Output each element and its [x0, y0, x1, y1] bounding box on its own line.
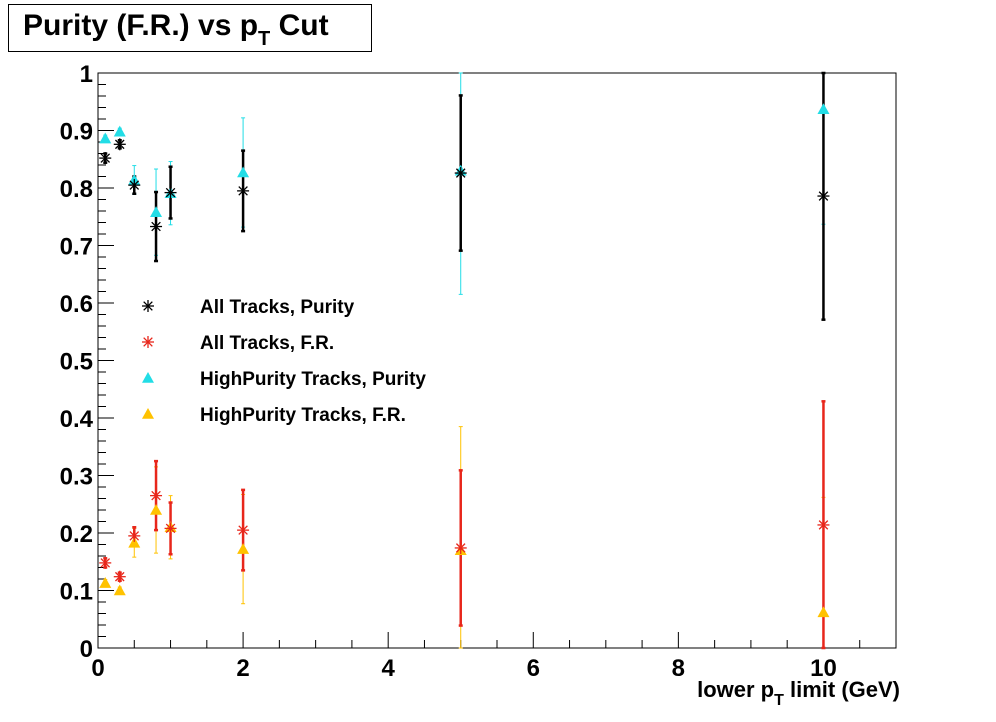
- x-tick-label: 2: [236, 655, 249, 682]
- data-point-star: [113, 570, 126, 583]
- data-point-star: [150, 220, 163, 233]
- x-tick-label: 8: [672, 655, 685, 682]
- axes: 00.10.20.30.40.50.60.70.80.910 2 4 6 8 10: [60, 61, 897, 682]
- data-point-star: [150, 489, 163, 502]
- y-tick-label: 0.7: [60, 234, 93, 261]
- data-point-star: [99, 152, 112, 165]
- title-suffix: Cut: [270, 9, 329, 42]
- data-point-triangle: [150, 504, 163, 515]
- plot-frame: [97, 72, 897, 649]
- data-point-star: [817, 518, 830, 531]
- data-point-star: [99, 556, 112, 569]
- legend-marker-triangle: [142, 372, 154, 383]
- data-point-triangle: [237, 543, 250, 554]
- y-tick-label: 0.3: [60, 464, 93, 491]
- data-point-triangle: [150, 206, 163, 217]
- legend-label: HighPurity Tracks, F.R.: [200, 405, 406, 426]
- y-tick-label: 0.9: [60, 119, 93, 146]
- data-point-triangle: [113, 125, 126, 137]
- data-point-star: [128, 529, 141, 542]
- data-markers: [99, 103, 830, 618]
- chart-title: Purity (F.R.) vs pT Cut: [23, 9, 329, 51]
- data-point-star: [128, 179, 141, 192]
- data-point-star: [237, 184, 250, 197]
- legend-marker-star: [142, 336, 154, 348]
- data-point-triangle: [237, 166, 250, 178]
- x-tick-label: 4: [382, 655, 396, 682]
- data-point-triangle: [99, 577, 112, 588]
- data-point-star: [237, 524, 250, 537]
- legend-label: HighPurity Tracks, Purity: [200, 369, 426, 390]
- title-box: Purity (F.R.) vs pT Cut: [8, 4, 372, 52]
- data-point-star: [113, 138, 126, 151]
- data-point-triangle: [113, 584, 126, 596]
- title-main: Purity (F.R.) vs p: [23, 9, 259, 42]
- legend-label: All Tracks, F.R.: [200, 333, 334, 354]
- x-tick-label: 0: [91, 655, 104, 682]
- data-point-star: [817, 190, 830, 203]
- data-point-triangle: [817, 103, 830, 115]
- x-tick-label: 10: [810, 655, 837, 682]
- legend-label: All Tracks, Purity: [200, 297, 355, 318]
- data-point-star: [164, 522, 177, 535]
- y-tick-label: 1: [80, 61, 93, 88]
- data-point-triangle: [128, 536, 141, 548]
- x-axis-label: lower pT limit (GeV): [697, 677, 900, 709]
- x-tick-label: 6: [527, 655, 540, 682]
- y-tick-label: 0.8: [60, 176, 93, 203]
- data-point-triangle: [99, 132, 112, 144]
- error-bars: [103, 71, 826, 650]
- y-tick-label: 0.2: [60, 521, 93, 548]
- data-point-star: [164, 186, 177, 199]
- y-tick-label: 0.4: [60, 406, 94, 433]
- legend: All Tracks, Purity All Tracks, F.R. HighPu…: [142, 297, 426, 426]
- y-tick-label: 0.5: [60, 349, 93, 376]
- legend-marker-star: [142, 300, 154, 312]
- y-tick-label: 0.6: [60, 291, 93, 318]
- data-point-triangle: [817, 606, 830, 618]
- y-tick-label: 0.1: [60, 579, 93, 606]
- title-subscript: T: [258, 28, 271, 50]
- y-tick-label: 0: [80, 636, 93, 663]
- legend-marker-triangle: [142, 408, 154, 419]
- data-point-star: [454, 167, 467, 180]
- data-point-star: [454, 541, 467, 554]
